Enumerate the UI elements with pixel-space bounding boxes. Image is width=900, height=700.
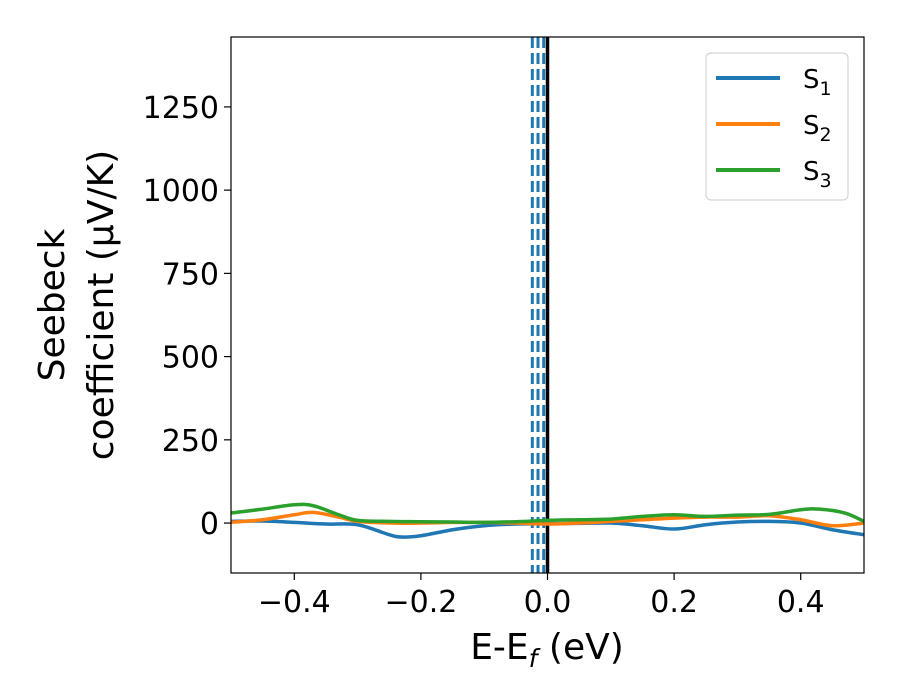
legend-label-subscript: 1 — [820, 78, 832, 100]
legend-label-s2: S2 — [803, 111, 832, 146]
y-tick-label: 500 — [162, 341, 219, 376]
legend-frame — [705, 52, 849, 201]
x-tick-label: 0.0 — [524, 585, 572, 620]
y-axis-title-line2: coefficient (μV/K) — [81, 150, 122, 460]
y-tick-label: 1250 — [143, 91, 219, 126]
x-tick-label: −0.2 — [384, 585, 457, 620]
legend-label-s3: S3 — [803, 157, 832, 192]
series-layer — [231, 502, 864, 539]
x-axis-title: E-Ef (eV) — [470, 627, 624, 673]
legend-label-main: S — [803, 65, 820, 95]
legend-label-main: S — [803, 111, 820, 141]
reference-lines — [530, 37, 550, 573]
y-tick-label: 1000 — [143, 174, 219, 209]
x-axis: −0.4 −0.2 0.0 0.2 0.4 — [258, 573, 825, 620]
y-tick-label: 750 — [162, 257, 219, 292]
legend-label-subscript: 2 — [820, 124, 832, 146]
legend-label-main: S — [803, 157, 820, 187]
series-line-s3 — [231, 502, 864, 525]
y-axis-title: Seebeck coefficient (μV/K) — [32, 150, 122, 460]
legend-label-subscript: 3 — [820, 170, 832, 192]
x-tick-label: 0.2 — [650, 585, 698, 620]
x-tick-label: −0.4 — [258, 585, 331, 620]
y-axis-title-line1: Seebeck — [32, 228, 73, 381]
legend-label-s1: S1 — [803, 65, 832, 100]
x-tick-label: 0.4 — [777, 585, 825, 620]
y-tick-label: 0 — [200, 507, 219, 542]
y-axis: 0 250 500 750 1000 1250 — [143, 91, 231, 542]
y-tick-label: 250 — [162, 424, 219, 459]
